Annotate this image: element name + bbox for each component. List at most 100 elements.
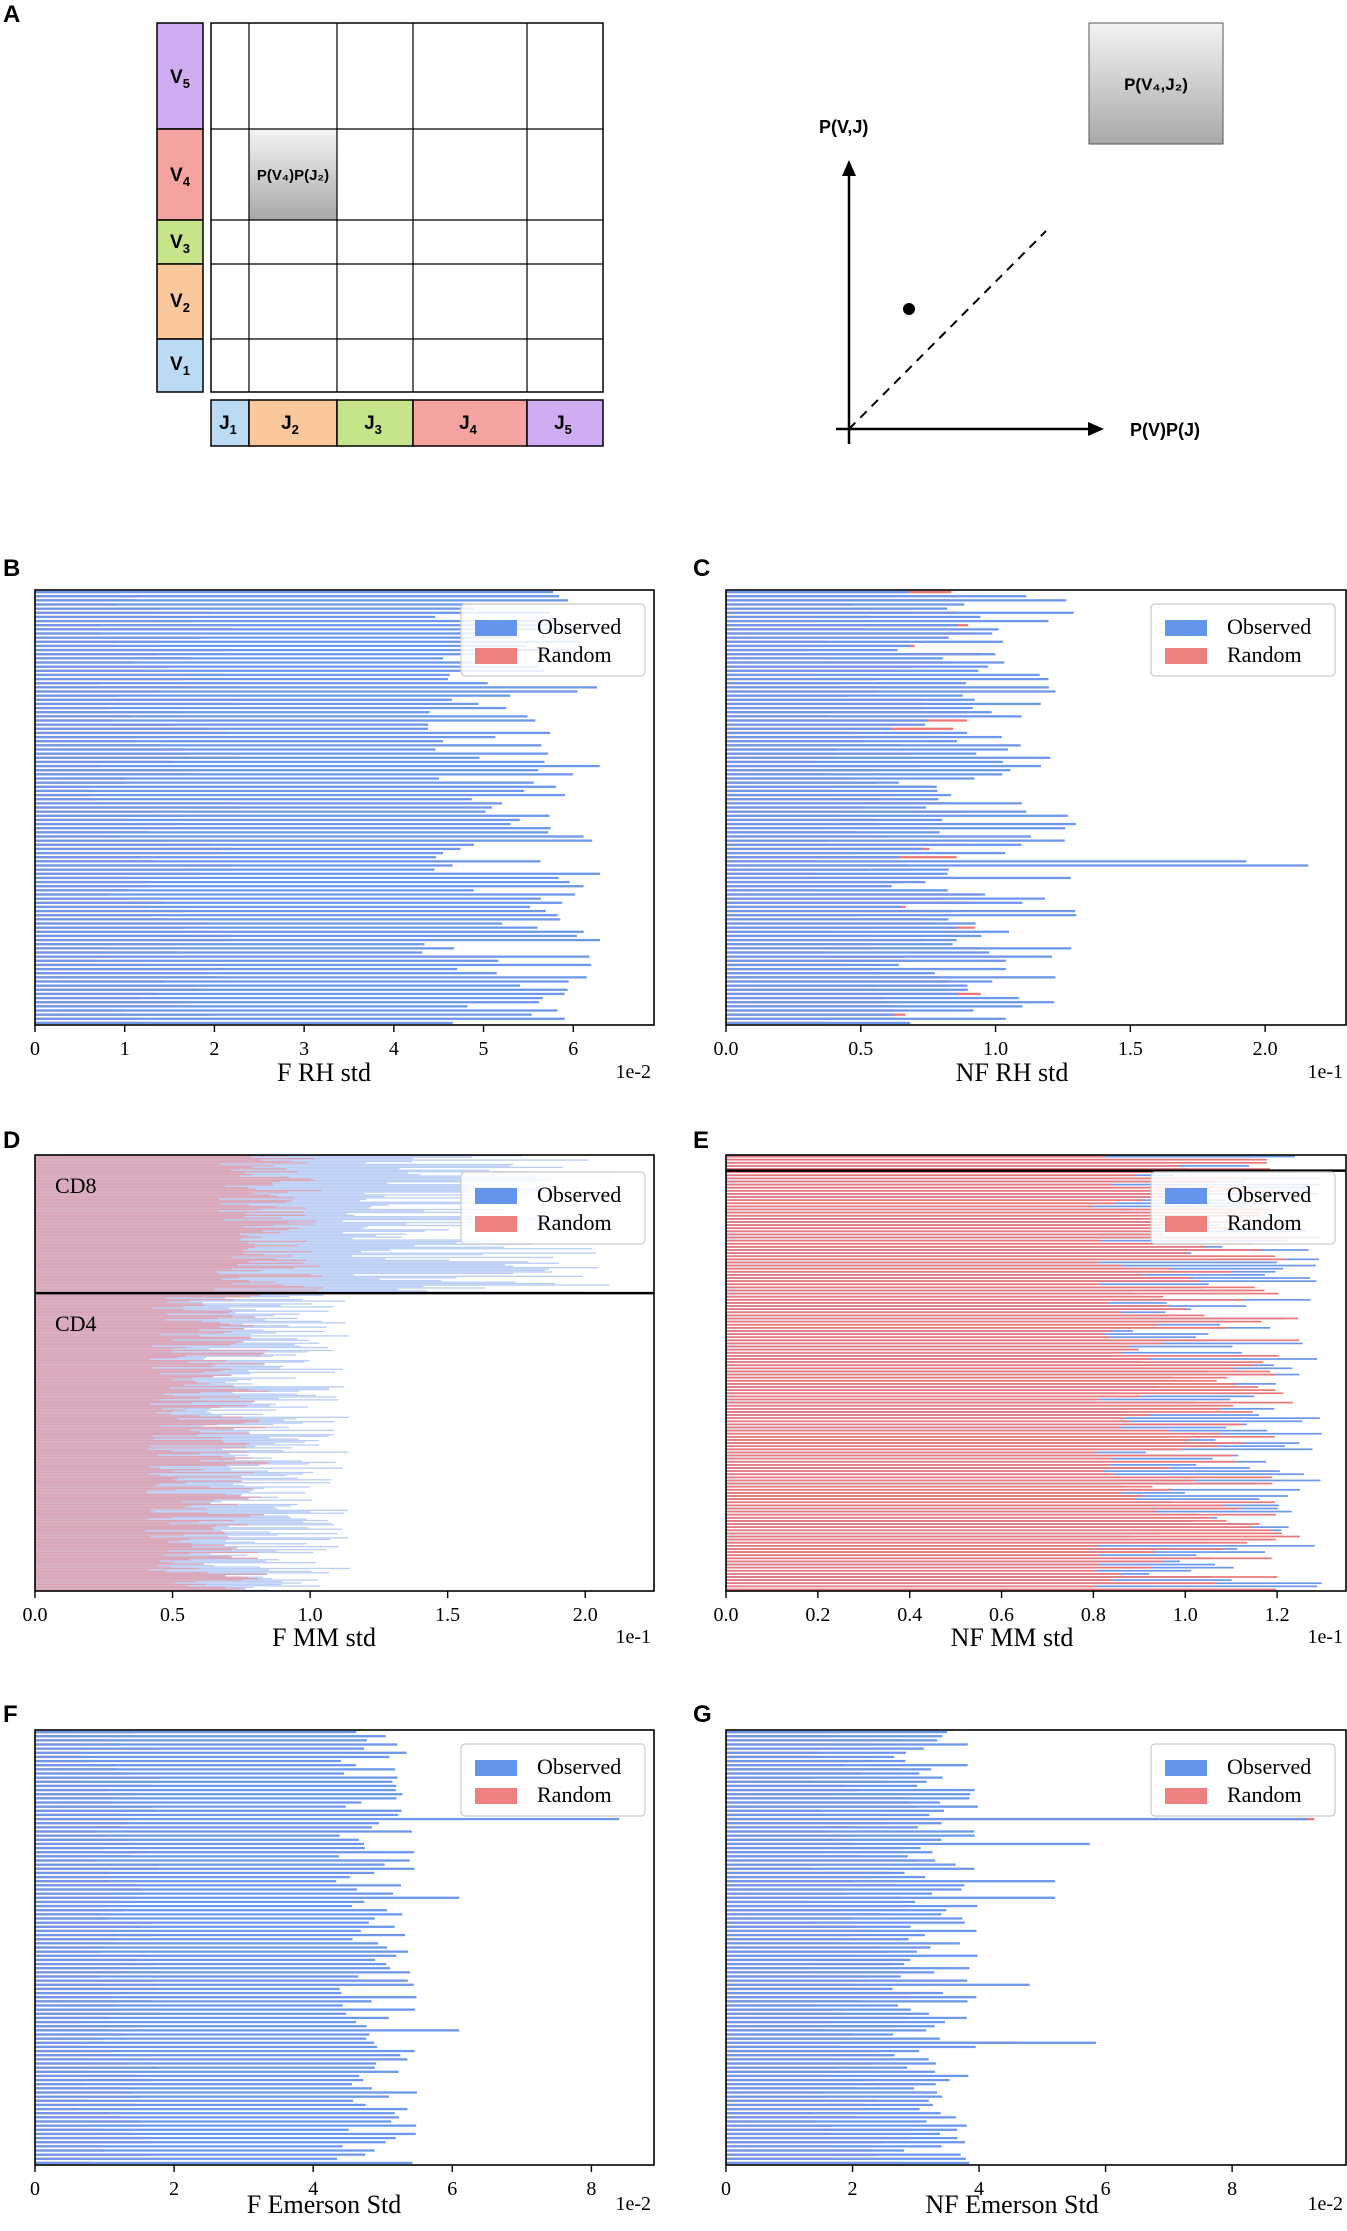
random-bar xyxy=(35,1418,178,1420)
observed-bar xyxy=(35,1962,387,1966)
random-bar xyxy=(726,1289,1265,1292)
legend-random-label: Random xyxy=(537,1210,612,1235)
random-bar xyxy=(726,1323,1157,1326)
random-bar xyxy=(35,1352,265,1355)
observed-bar xyxy=(35,1473,303,1475)
observed-bar xyxy=(726,785,937,788)
random-bar xyxy=(35,1367,153,1369)
observed-bar xyxy=(35,1313,300,1315)
plot-frame xyxy=(725,589,1347,1026)
observed-bar xyxy=(35,1474,287,1477)
observed-bar xyxy=(35,2078,364,2082)
observed-bar xyxy=(726,839,1065,842)
observed-bar xyxy=(35,1929,361,1933)
random-bar xyxy=(35,1243,255,1246)
observed-bar xyxy=(35,1181,534,1183)
observed-bar xyxy=(726,719,928,722)
random-bar xyxy=(726,1451,1097,1454)
random-bar xyxy=(35,1297,167,1299)
observed-bar xyxy=(35,1871,375,1875)
observed-bar xyxy=(726,2020,945,2024)
random-bar xyxy=(35,1214,305,1216)
v5-label: V5 xyxy=(170,67,190,91)
legend-random-swatch xyxy=(475,648,517,664)
x-axis-exponent: 1e-2 xyxy=(615,2193,651,2215)
random-bar xyxy=(726,1221,1285,1223)
random-bar xyxy=(35,1230,263,1232)
observed-bar xyxy=(726,1743,968,1746)
observed-bar xyxy=(726,1793,971,1796)
observed-bar xyxy=(35,1194,609,1196)
observed-bar xyxy=(35,2037,367,2040)
observed-bar xyxy=(726,1751,906,1754)
random-bar xyxy=(35,1576,248,1578)
random-bar xyxy=(35,1266,295,1269)
legend-random-label: Random xyxy=(1227,1782,1302,1807)
observed-bar xyxy=(726,764,1041,768)
observed-bar xyxy=(35,1826,372,1829)
x-tick-label: 0.0 xyxy=(23,1604,48,1626)
bar-series xyxy=(726,590,1309,1025)
random-bar xyxy=(35,1361,189,1363)
observed-bar xyxy=(35,1954,397,1957)
observed-bar xyxy=(35,2087,372,2090)
panel-g-chart: G 0 2 4 6 8 NF Emerson Std 1e-2 Observed Random xyxy=(693,1701,1347,2219)
random-bar xyxy=(35,1435,153,1437)
random-bar xyxy=(726,1529,1271,1532)
random-bar xyxy=(35,1168,287,1170)
random-bar xyxy=(726,1482,1273,1485)
random-bar xyxy=(726,1355,1279,1357)
random-bar xyxy=(726,1426,1121,1429)
observed-bar xyxy=(35,1958,376,1962)
random-bar xyxy=(726,1557,1272,1560)
observed-bar xyxy=(35,872,601,875)
observed-bar xyxy=(726,2103,933,2107)
x-tick-label: 4 xyxy=(974,2178,984,2200)
observed-bar xyxy=(35,860,541,863)
observed-bar xyxy=(35,1838,359,1841)
j1-label: J1 xyxy=(219,413,237,437)
random-bar xyxy=(35,1431,200,1433)
random-bar xyxy=(726,1165,1180,1167)
joint-probability-grid: P(V₄)P(J₂) xyxy=(210,22,604,393)
random-bar xyxy=(35,1282,232,1285)
random-bar xyxy=(726,1358,1150,1360)
random-bar xyxy=(35,1287,324,1289)
observed-bar xyxy=(35,1967,391,1970)
observed-bar xyxy=(726,806,927,809)
random-bar xyxy=(726,1161,1267,1164)
random-bar xyxy=(35,1455,223,1458)
observed-bar xyxy=(726,1834,975,1837)
observed-bar xyxy=(35,992,565,996)
v4-color-block xyxy=(156,128,204,221)
random-bar xyxy=(726,1186,1243,1189)
schematic-panel: A V5 V4 V3 V2 V1 J1 J2 J3 J4 J5 xyxy=(3,1,1224,447)
observed-bar xyxy=(35,1817,620,1821)
random-bar xyxy=(35,1306,183,1308)
observed-bar xyxy=(35,1797,397,1800)
random-bar xyxy=(35,1405,247,1407)
random-bar xyxy=(35,1213,246,1215)
observed-bar xyxy=(35,682,488,685)
plot-frame xyxy=(34,1154,655,1592)
random-bar xyxy=(35,1470,173,1472)
observed-bar xyxy=(35,715,528,718)
observed-bar xyxy=(35,1983,414,1986)
x-axis-label: F Emerson Std xyxy=(247,2190,402,2219)
observed-bar xyxy=(726,698,975,701)
observed-bar xyxy=(35,1776,398,1779)
observed-bar xyxy=(35,1780,393,1783)
random-bar xyxy=(35,1468,204,1471)
observed-bar xyxy=(35,1159,589,1161)
observed-bar xyxy=(35,1266,599,1269)
random-bar xyxy=(35,1518,148,1520)
random-bar xyxy=(726,1367,1234,1370)
legend-observed-swatch xyxy=(475,620,517,636)
observed-bar xyxy=(726,669,979,672)
panel-label-c: C xyxy=(693,555,710,582)
random-bar xyxy=(35,1537,230,1539)
random-bar xyxy=(35,1179,315,1182)
observed-bar xyxy=(35,1933,406,1937)
random-bar xyxy=(35,1269,261,1272)
random-bar xyxy=(726,1326,1226,1329)
